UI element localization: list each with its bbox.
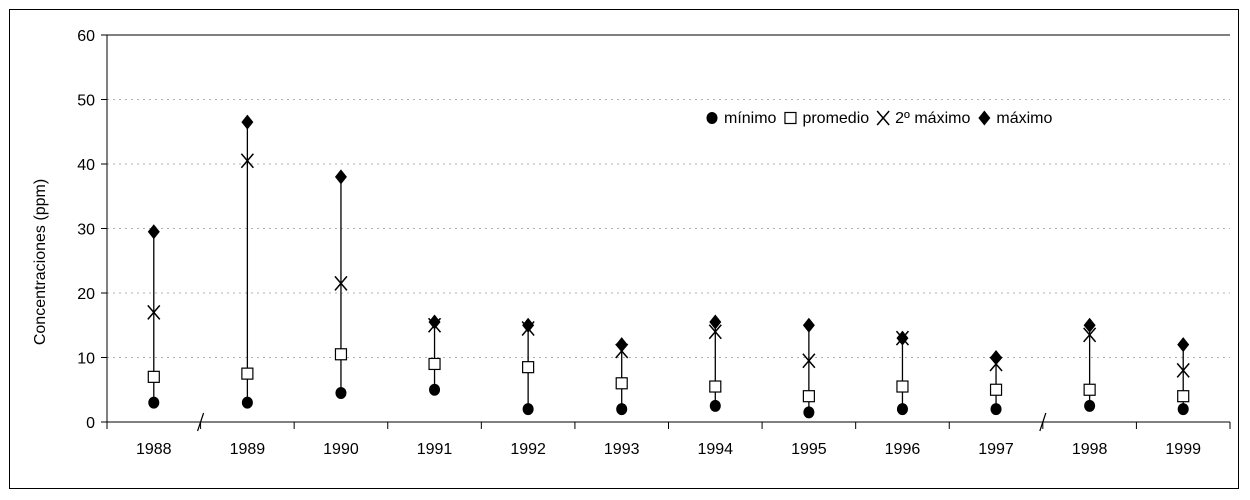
y-tick-label: 30 [77, 222, 95, 239]
legend: mínimo promedio 2º máximo máximo [706, 110, 1052, 127]
legend-marker-segundo-maximo [876, 110, 890, 126]
maximo-point [615, 337, 628, 353]
segundo-maximo-point [147, 304, 161, 320]
y-tick-label: 60 [77, 28, 95, 45]
x-tick-label: 1997 [978, 441, 1014, 458]
y-tick-label: 0 [86, 415, 95, 432]
legend-marker-maximo [978, 110, 991, 126]
maximo-point [802, 317, 815, 333]
maximo-point [147, 224, 160, 240]
data-points [147, 114, 1190, 419]
maximo-point [709, 314, 722, 330]
maximo-point [522, 317, 535, 333]
y-tick-labels: 0 10 20 30 40 50 60 [77, 28, 95, 432]
x-tick-label: 1989 [230, 441, 266, 458]
legend-label: mínimo [724, 110, 777, 127]
legend-label: 2º máximo [895, 110, 970, 127]
promedio-point [428, 357, 441, 371]
promedio-point [1177, 390, 1190, 403]
x-tick-label: 1994 [697, 441, 733, 458]
maximo-point [1083, 317, 1096, 333]
promedio-point [615, 377, 628, 390]
segundo-maximo-point [1176, 362, 1190, 378]
x-tick-label: 1993 [604, 441, 640, 458]
minimo-point [429, 383, 441, 396]
x-tick-label: 1998 [1072, 441, 1108, 458]
x-tick-label: 1999 [1165, 441, 1201, 458]
promedio-point [147, 370, 160, 383]
x-tick-label: 1996 [885, 441, 921, 458]
x-tick-label: 1992 [510, 441, 546, 458]
promedio-point [709, 380, 722, 393]
x-marker-stroke [1083, 327, 1097, 343]
promedio-point [802, 390, 815, 403]
segundo-maximo-point [708, 324, 722, 340]
minimo-point [803, 406, 815, 419]
maximo-point [241, 114, 254, 130]
promedio-point [241, 367, 254, 380]
range-lines [153, 122, 1184, 413]
x-marker-stroke [240, 153, 254, 169]
y-tick-label: 10 [77, 351, 95, 368]
y-tick-label: 20 [77, 286, 95, 303]
y-tick-label: 50 [77, 93, 95, 110]
minimo-point [616, 403, 628, 416]
x-tick-labels: 1988 1989 1990 1991 1992 1993 1994 1995 1996 1997… [136, 441, 1201, 458]
x-marker-stroke [876, 110, 890, 126]
minimo-point [148, 396, 160, 409]
axes [101, 34, 1231, 432]
maximo-point [896, 330, 909, 346]
maximo-point [990, 350, 1003, 365]
minimo-point [896, 403, 908, 416]
x-marker-stroke [708, 324, 722, 340]
y-axis-title: Concentraciones (ppm) [32, 179, 49, 345]
minimo-point [990, 403, 1002, 416]
maximo-point [428, 314, 441, 330]
promedio-point [989, 383, 1003, 396]
y-tick-label: 40 [77, 157, 95, 174]
legend-marker-promedio [784, 111, 797, 125]
x-tick-label: 1990 [323, 441, 359, 458]
promedio-point [1083, 383, 1096, 396]
x-tick-label: 1991 [417, 441, 453, 458]
x-marker-stroke [334, 275, 348, 291]
maximo-point [1177, 337, 1190, 353]
grid-lines [107, 99, 1230, 358]
segundo-maximo-point [334, 275, 348, 291]
segundo-maximo-point [240, 153, 254, 169]
legend-label: máximo [996, 110, 1052, 127]
axis-break-mark [197, 412, 205, 432]
minimo-point [335, 386, 347, 399]
legend-label: promedio [802, 110, 869, 127]
axis-break-mark [1039, 412, 1047, 432]
minimo-point [241, 396, 253, 409]
segundo-maximo-point [1083, 327, 1097, 343]
segundo-maximo-point [802, 353, 816, 369]
legend-marker-minimo [706, 112, 718, 124]
promedio-point [334, 348, 348, 361]
promedio-point [896, 380, 909, 393]
x-tick-label: 1988 [136, 441, 172, 458]
promedio-point [522, 361, 535, 374]
x-tick-label: 1995 [791, 441, 827, 458]
minimo-point [709, 399, 721, 412]
x-marker-stroke [147, 304, 161, 320]
minimo-point [522, 403, 534, 416]
maximo-point [334, 169, 347, 185]
minimo-point [1177, 403, 1189, 416]
x-marker-stroke [1176, 362, 1190, 378]
minimo-point [1084, 399, 1096, 412]
x-marker-stroke [802, 353, 816, 369]
